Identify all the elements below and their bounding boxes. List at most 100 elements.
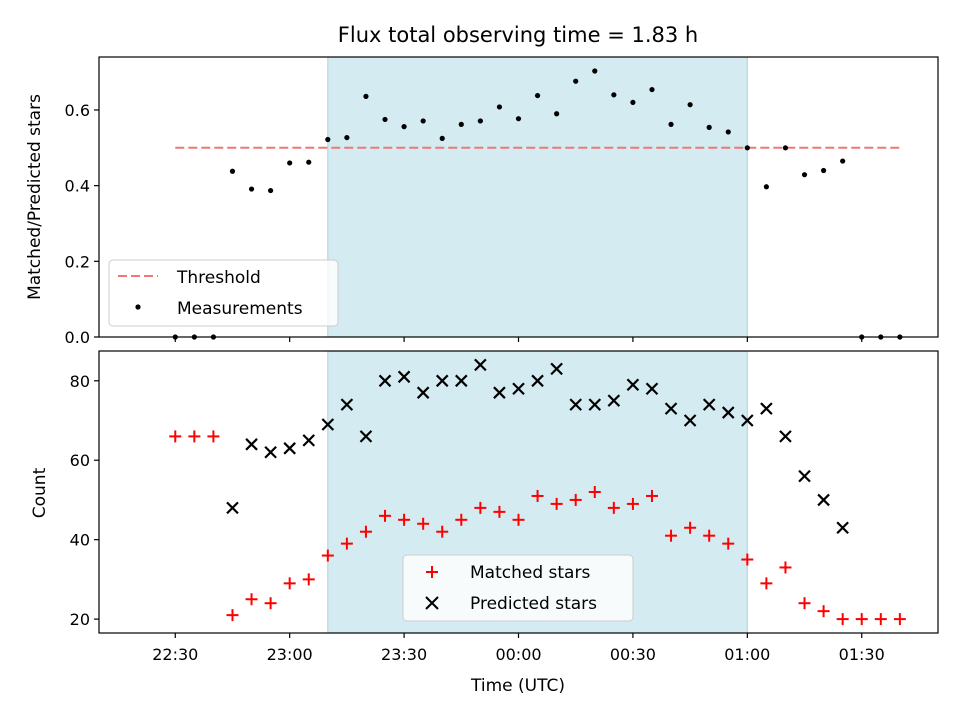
measurement-point [420, 118, 426, 124]
predicted-star-point [340, 398, 354, 411]
matched-star-point [893, 613, 906, 626]
bottom-y-tick-label: 80 [70, 372, 90, 391]
matched-star-point [836, 613, 849, 626]
measurement-point [439, 135, 445, 141]
measurement-point [325, 136, 331, 143]
predicted-stars-points [226, 358, 849, 535]
matched-star-point [779, 561, 792, 574]
predicted-star-point [359, 430, 373, 443]
x-tick-label: 01:00 [724, 645, 770, 664]
predicted-star-point [607, 394, 621, 407]
measurement-point [268, 187, 274, 194]
bottom-y-tick-label: 60 [70, 451, 90, 470]
matched-star-point [607, 501, 620, 514]
measurement-point [706, 124, 712, 130]
legend-measurements-label: Measurements [177, 299, 303, 319]
predicted-star-point [569, 398, 582, 411]
predicted-star-point [226, 501, 239, 515]
matched-star-point [817, 605, 830, 618]
predicted-star-point [683, 414, 697, 427]
bottom-legend-box [402, 554, 634, 622]
predicted-star-point [302, 434, 316, 447]
measurement-point [668, 121, 674, 127]
legend-predicted-swatch [425, 596, 439, 610]
matched-star-point [321, 549, 334, 562]
predicted-star-point [702, 398, 716, 411]
measurement-point [611, 92, 617, 98]
top-y-tick-label: 0.2 [65, 252, 90, 271]
predicted-star-point [721, 406, 735, 419]
matched-star-point [340, 537, 353, 550]
matched-star-point [283, 577, 296, 590]
top-legend-box [108, 259, 339, 327]
predicted-star-point [474, 358, 487, 372]
legend-threshold-label: Threshold [176, 268, 261, 288]
measurement-point [477, 118, 483, 124]
measurement-point [782, 145, 789, 151]
predicted-star-point [493, 386, 506, 399]
predicted-star-point [435, 374, 449, 388]
matched-star-point [264, 597, 277, 610]
predicted-star-point [245, 438, 258, 451]
x-tick-label: 01:30 [839, 645, 885, 664]
matched-star-point [226, 609, 239, 622]
bottom-y-tick-label: 20 [70, 610, 90, 629]
legend-matched-swatch [426, 566, 438, 578]
top-plot-frame [98, 56, 939, 338]
bottom-legend: Matched stars Predicted stars [402, 554, 634, 622]
top-panel: 0.0 0.2 0.4 0.6 Matched/Predicted stars Thr… [25, 56, 939, 347]
matched-star-point [760, 577, 773, 590]
matched-star-point [188, 430, 201, 443]
matched-star-point [798, 597, 811, 610]
predicted-star-point [397, 370, 411, 384]
measurement-point [401, 124, 407, 130]
matched-star-point [703, 529, 716, 542]
predicted-star-point [531, 374, 544, 388]
measurement-point [687, 102, 693, 108]
matched-star-point [417, 517, 430, 530]
predicted-star-point [283, 442, 296, 455]
measurement-point [554, 111, 560, 117]
x-tick-label: 00:30 [610, 645, 656, 664]
matched-star-point [684, 521, 697, 534]
matched-star-point [379, 509, 392, 522]
top-y-ticks: 0.0 0.2 0.4 0.6 [65, 101, 99, 347]
matched-star-point [741, 553, 754, 566]
measurement-point [344, 134, 350, 141]
matched-star-point [531, 489, 544, 502]
bottom-x-ticks: 22:30 23:00 23:30 00:00 00:30 01:00 01:30 [152, 633, 885, 664]
measurement-point [248, 186, 255, 192]
matched-star-point [569, 493, 582, 506]
x-axis-label: Time (UTC) [470, 676, 565, 696]
top-y-tick-label: 0.4 [65, 177, 90, 196]
top-y-tick-label: 0.0 [65, 328, 90, 347]
matched-star-point [874, 613, 887, 626]
predicted-star-point [779, 430, 792, 443]
measurement-point [363, 93, 369, 99]
x-tick-label: 22:30 [152, 645, 198, 664]
measurement-point [763, 184, 769, 190]
measurement-point [229, 168, 236, 174]
matched-star-point [474, 501, 487, 514]
x-tick-label: 00:00 [495, 645, 541, 664]
matched-star-point [493, 505, 506, 518]
predicted-star-point [264, 446, 277, 459]
predicted-star-point [321, 418, 335, 431]
measurement-point [458, 121, 464, 127]
measurement-point [744, 145, 750, 151]
x-tick-label: 23:30 [381, 645, 427, 664]
matched-star-point [359, 525, 372, 538]
bottom-y-axis-label: Count [30, 467, 50, 518]
matched-star-point [512, 513, 525, 526]
matched-star-point [665, 529, 678, 542]
bottom-plot-frame [98, 350, 939, 634]
matched-star-point [455, 513, 468, 526]
predicted-star-point [741, 414, 754, 427]
predicted-star-point [416, 386, 430, 399]
top-y-axis-label: Matched/Predicted stars [25, 94, 45, 300]
top-legend: Threshold Measurements [108, 259, 339, 327]
top-shaded-interval [327, 56, 748, 338]
matched-star-point [302, 573, 315, 586]
predicted-star-point [626, 378, 640, 392]
